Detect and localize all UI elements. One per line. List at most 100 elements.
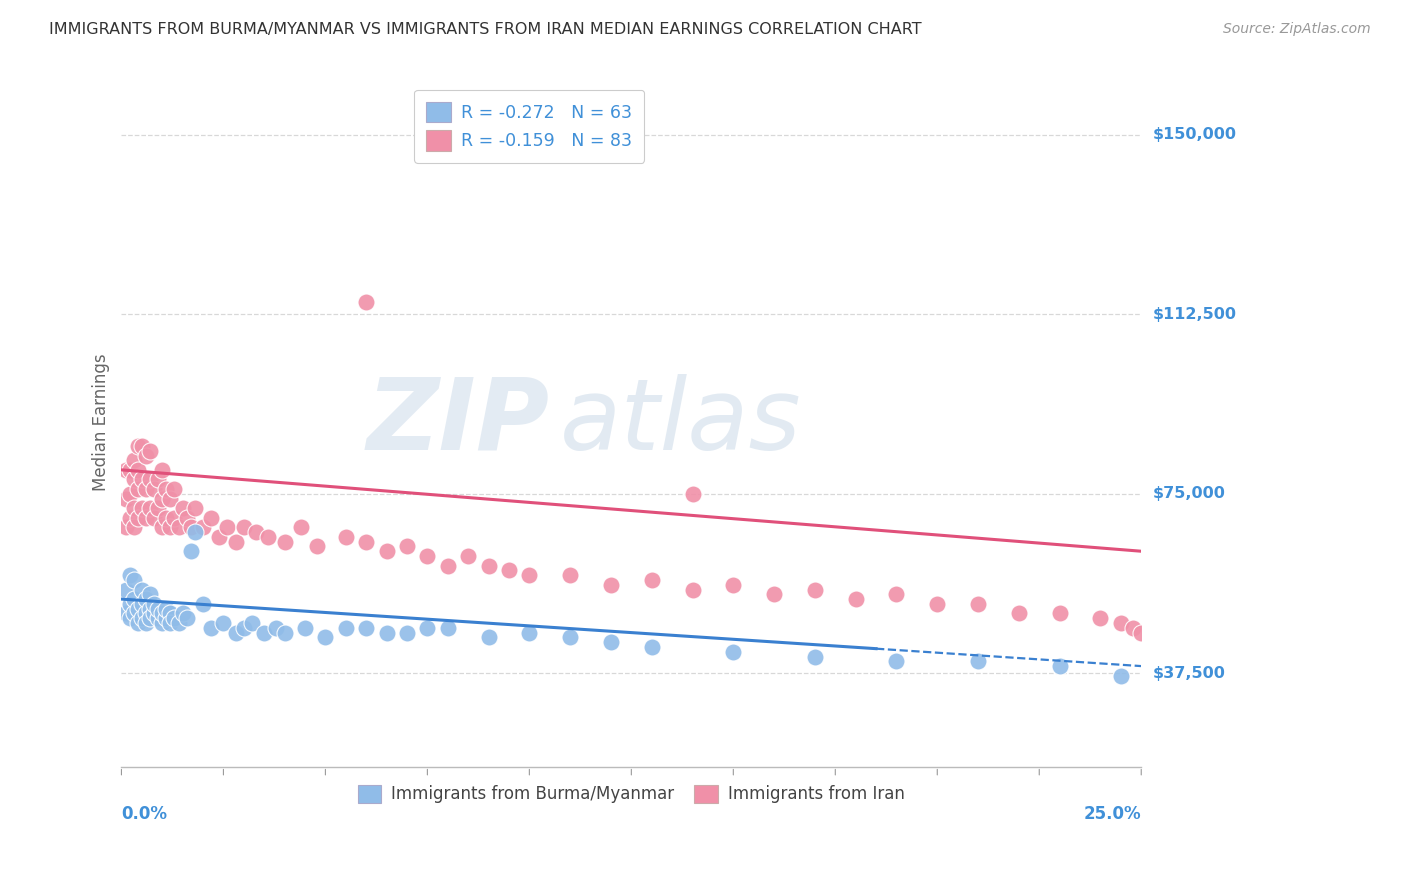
Point (114, 607, 136, 621)
Point (253, 625, 276, 640)
Point (240, 615, 263, 630)
Point (176, 510, 198, 524)
Point (886, 654, 908, 668)
Point (354, 295, 377, 310)
Point (131, 582, 153, 597)
Point (159, 520, 181, 534)
Point (845, 592, 868, 607)
Point (114, 582, 136, 597)
Point (155, 611, 177, 625)
Point (167, 520, 190, 534)
Point (135, 449, 157, 463)
Point (180, 520, 202, 534)
Point (135, 592, 157, 607)
Point (143, 482, 166, 496)
Point (477, 631, 499, 645)
Point (127, 463, 149, 477)
Point (1008, 607, 1031, 621)
Point (114, 491, 136, 506)
Point (641, 573, 664, 587)
Point (127, 439, 149, 453)
Point (118, 568, 141, 582)
Point (232, 621, 254, 635)
Point (150, 463, 173, 477)
Point (395, 540, 418, 554)
Point (1122, 621, 1144, 635)
Point (127, 615, 149, 630)
Point (1049, 607, 1071, 621)
Text: $112,500: $112,500 (1153, 307, 1236, 322)
Point (436, 558, 458, 573)
Point (131, 597, 153, 611)
Point (436, 621, 458, 635)
Point (122, 573, 145, 587)
Point (416, 621, 439, 635)
Point (139, 443, 162, 458)
Point (127, 482, 149, 496)
Point (217, 520, 239, 534)
Point (159, 607, 181, 621)
Point (118, 463, 141, 477)
Point (763, 587, 786, 601)
Point (155, 482, 177, 496)
Point (314, 631, 336, 645)
Point (257, 530, 280, 544)
Legend: Immigrants from Burma/Myanmar, Immigrants from Iran: Immigrants from Burma/Myanmar, Immigrant… (352, 778, 911, 810)
Point (163, 510, 186, 524)
Text: ZIP: ZIP (367, 374, 550, 470)
Point (335, 621, 357, 635)
Point (122, 501, 145, 516)
Point (1130, 625, 1153, 640)
Text: 0.0%: 0.0% (121, 805, 167, 823)
Point (150, 607, 173, 621)
Point (131, 439, 153, 453)
Text: $150,000: $150,000 (1153, 128, 1236, 143)
Point (135, 607, 157, 621)
Point (273, 534, 295, 549)
Point (135, 615, 157, 630)
Y-axis label: Median Earnings: Median Earnings (93, 353, 110, 491)
Point (477, 558, 499, 573)
Text: IMMIGRANTS FROM BURMA/MYANMAR VS IMMIGRANTS FROM IRAN MEDIAN EARNINGS CORRELATIO: IMMIGRANTS FROM BURMA/MYANMAR VS IMMIGRA… (49, 22, 922, 37)
Point (184, 501, 207, 516)
Point (354, 534, 377, 549)
Point (498, 563, 520, 577)
Point (127, 601, 149, 615)
Point (150, 615, 173, 630)
Text: atlas: atlas (560, 374, 801, 470)
Point (416, 549, 439, 563)
Point (208, 530, 231, 544)
Point (723, 578, 745, 592)
Point (457, 549, 479, 563)
Point (114, 520, 136, 534)
Point (191, 597, 214, 611)
Point (517, 568, 540, 582)
Point (150, 491, 173, 506)
Point (600, 635, 623, 649)
Point (131, 611, 153, 625)
Point (139, 501, 162, 516)
Point (146, 501, 169, 516)
Point (143, 597, 166, 611)
Point (245, 525, 267, 540)
Point (294, 621, 316, 635)
Point (273, 625, 295, 640)
Point (139, 611, 162, 625)
Point (375, 544, 398, 558)
Point (122, 520, 145, 534)
Point (200, 621, 222, 635)
Point (560, 568, 582, 582)
Point (155, 601, 177, 615)
Point (146, 611, 169, 625)
Point (967, 654, 990, 668)
Text: Source: ZipAtlas.com: Source: ZipAtlas.com (1223, 22, 1371, 37)
Point (139, 472, 162, 486)
Point (232, 520, 254, 534)
Point (1109, 615, 1132, 630)
Point (139, 587, 162, 601)
Point (723, 645, 745, 659)
Point (1334, 534, 1357, 549)
Point (155, 510, 177, 524)
Text: $37,500: $37,500 (1153, 665, 1225, 681)
Point (118, 487, 141, 501)
